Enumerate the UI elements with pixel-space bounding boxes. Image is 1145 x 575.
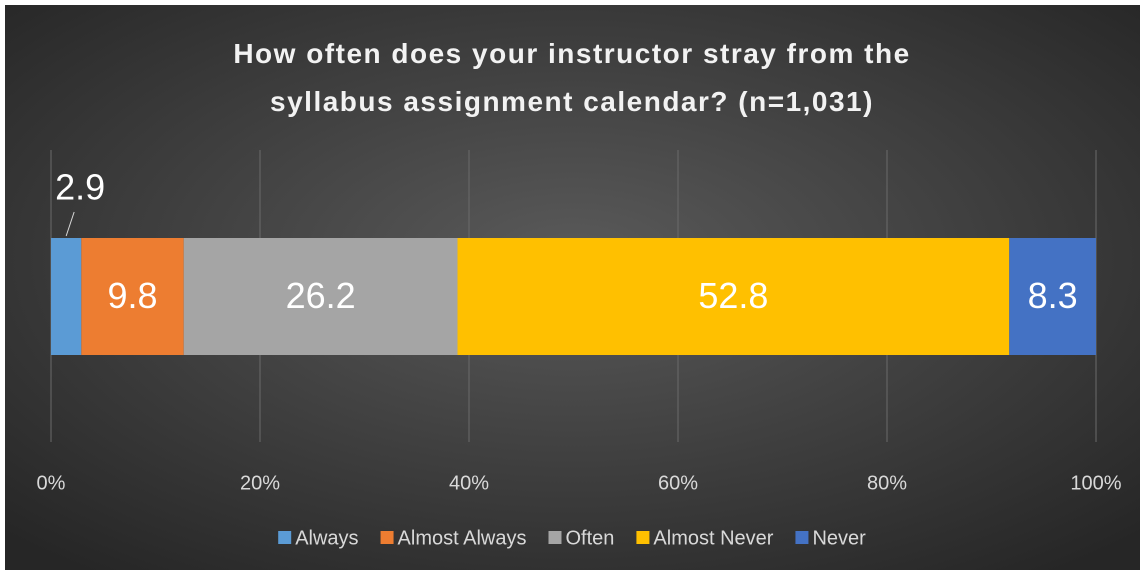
legend-swatch <box>636 531 650 544</box>
data-label: 2.9 <box>55 167 105 208</box>
legend-label: Often <box>565 527 614 549</box>
bar-segment <box>81 238 184 355</box>
x-tick-label: 80% <box>867 472 907 494</box>
legend-label: Never <box>812 527 866 549</box>
chart-title: How often does your instructor stray fro… <box>233 38 911 117</box>
x-tick-label: 40% <box>449 472 489 494</box>
x-tick-label: 60% <box>658 472 698 494</box>
data-label: 9.8 <box>107 275 157 316</box>
legend-label: Always <box>295 527 358 549</box>
bar-segment <box>51 238 82 355</box>
x-tick-label: 20% <box>240 472 280 494</box>
x-tick-label: 100% <box>1070 472 1121 494</box>
bar-segment <box>183 238 458 355</box>
legend-swatch <box>278 531 292 544</box>
leader-line <box>65 211 75 237</box>
legend-label: Almost Always <box>398 527 527 549</box>
bar-segment <box>1009 238 1096 355</box>
bar-segment <box>457 238 1010 355</box>
legend-swatch <box>795 531 809 544</box>
data-label: 8.3 <box>1028 275 1078 316</box>
legend-label: Almost Never <box>653 527 773 549</box>
legend-swatch <box>548 531 562 544</box>
x-tick-label: 0% <box>37 472 66 494</box>
data-label: 26.2 <box>286 275 356 316</box>
legend-swatch <box>380 531 394 544</box>
data-label: 52.8 <box>698 275 768 316</box>
